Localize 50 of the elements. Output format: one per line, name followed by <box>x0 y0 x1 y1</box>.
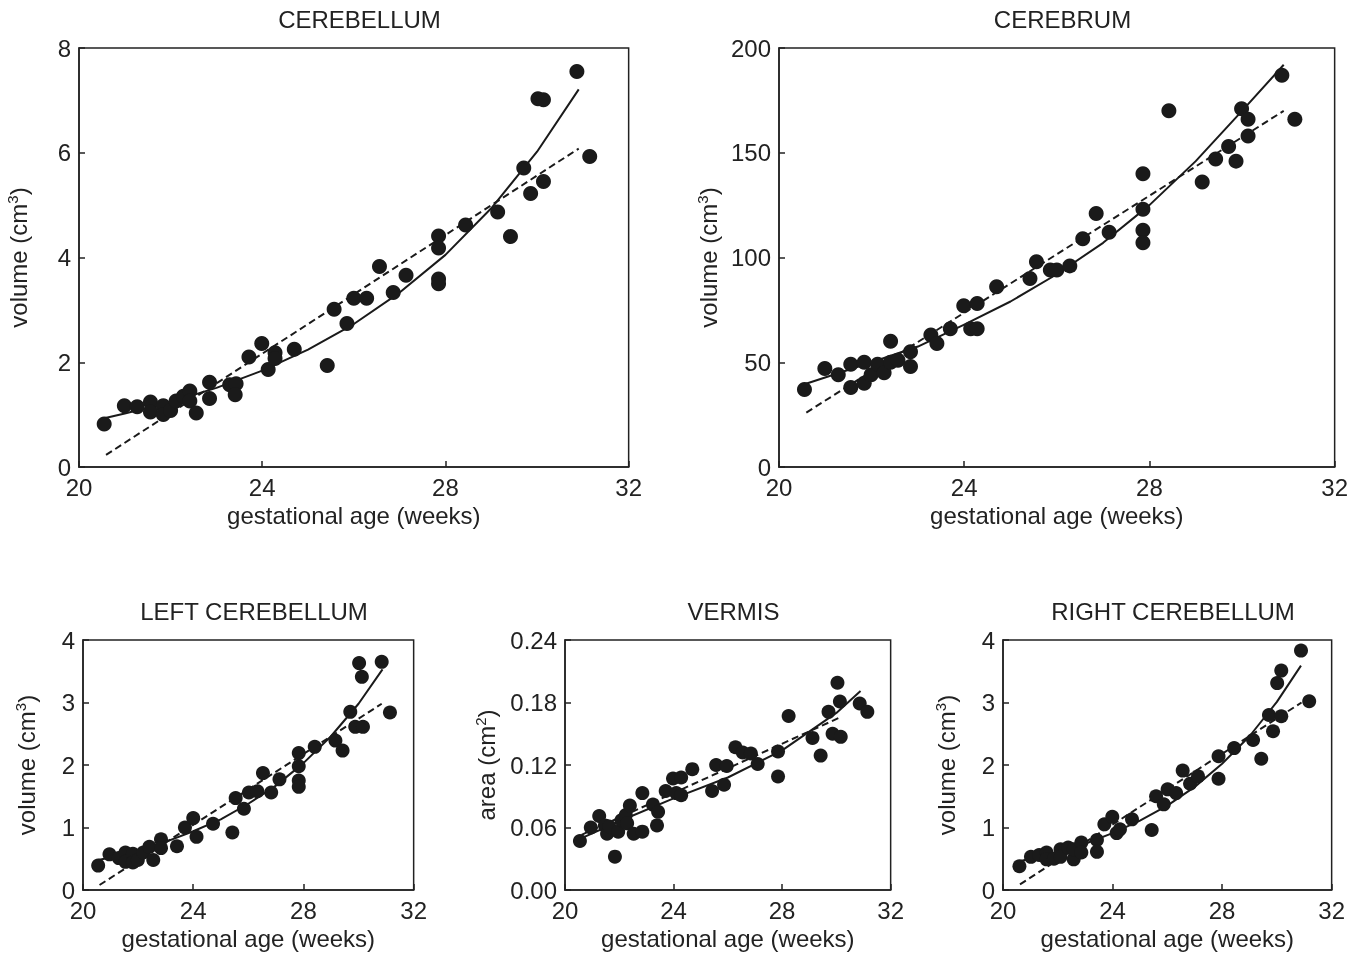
x-tick-label: 24 <box>660 896 687 924</box>
chart-title: CEREBRUM <box>993 5 1132 33</box>
y-tick-label: 8 <box>57 34 71 62</box>
y-tick-label: 1 <box>981 814 995 841</box>
y-tick-label: 1 <box>61 814 75 841</box>
x-tick-label: 28 <box>432 473 459 501</box>
y-axis-title: volume (cm3) <box>694 187 722 328</box>
x-axis-title: gestational age (weeks) <box>930 502 1184 530</box>
y-axis-title: volume (cm3) <box>12 694 40 836</box>
x-axis-title: gestational age (weeks) <box>601 925 855 953</box>
y-axis-title: volume (cm3) <box>4 187 32 328</box>
y-tick-label: 0.06 <box>510 814 557 841</box>
x-axis-title: gestational age (weeks) <box>1040 925 1295 953</box>
y-tick-label: 4 <box>981 626 995 654</box>
x-tick-label: 32 <box>615 473 642 501</box>
x-tick-label: 32 <box>1321 473 1348 501</box>
x-tick-label: 24 <box>248 473 276 501</box>
y-tick-label: 2 <box>61 751 75 779</box>
chart-title: LEFT CEREBELLUM <box>140 597 368 625</box>
y-tick-label: 100 <box>730 244 771 271</box>
chart-title: RIGHT CEREBELLUM <box>1051 597 1295 625</box>
y-tick-label: 4 <box>61 626 75 654</box>
x-tick-label: 24 <box>1099 896 1126 924</box>
x-tick-label: 32 <box>1318 896 1345 924</box>
x-tick-label: 32 <box>400 896 427 924</box>
y-tick-label: 0.12 <box>510 751 557 779</box>
x-tick-label: 28 <box>1136 473 1163 501</box>
y-tick-label: 50 <box>744 348 771 376</box>
y-tick-label: 3 <box>981 689 995 716</box>
y-tick-label: 3 <box>61 689 75 716</box>
y-tick-label: 150 <box>730 139 771 167</box>
x-axis-title: gestational age (weeks) <box>121 925 376 953</box>
y-tick-label: 6 <box>57 139 71 167</box>
x-tick-label: 28 <box>1208 896 1236 924</box>
chart-title: VERMIS <box>687 597 780 625</box>
x-tick-label: 24 <box>950 473 978 501</box>
y-tick-label: 200 <box>730 34 771 62</box>
x-tick-label: 32 <box>877 896 904 924</box>
y-tick-label: 4 <box>57 244 71 271</box>
y-tick-label: 2 <box>57 348 71 376</box>
y-tick-label: 2 <box>981 751 995 779</box>
x-tick-label: 28 <box>768 896 796 924</box>
y-axis-title: volume (cm3) <box>932 694 960 836</box>
x-tick-label: 24 <box>179 896 207 924</box>
y-tick-label: 0.24 <box>510 626 557 654</box>
y-tick-label: 0.18 <box>510 689 557 716</box>
x-axis-title: gestational age (weeks) <box>227 502 481 530</box>
x-tick-label: 28 <box>290 896 317 924</box>
y-axis-title: area (cm2) <box>472 709 500 821</box>
chart-title: CEREBELLUM <box>278 5 441 33</box>
